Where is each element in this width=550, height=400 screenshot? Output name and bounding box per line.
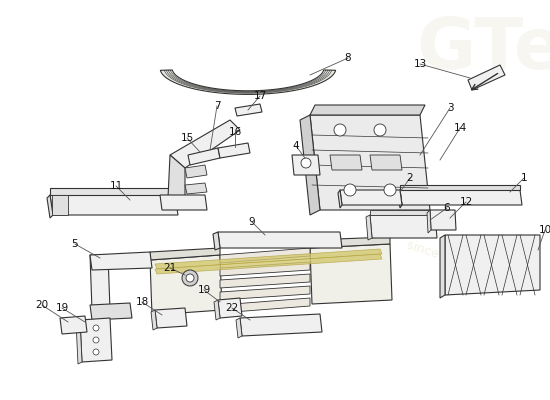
Polygon shape	[236, 318, 242, 338]
Text: since 1985: since 1985	[405, 238, 475, 272]
Text: 5: 5	[72, 239, 78, 249]
Polygon shape	[220, 248, 310, 263]
Polygon shape	[468, 65, 505, 90]
Polygon shape	[292, 155, 320, 175]
Text: 10: 10	[538, 225, 550, 235]
Polygon shape	[218, 143, 250, 158]
Polygon shape	[310, 115, 430, 210]
Polygon shape	[155, 254, 382, 274]
Polygon shape	[218, 298, 242, 318]
Polygon shape	[188, 148, 220, 165]
Circle shape	[93, 349, 99, 355]
Polygon shape	[218, 232, 342, 248]
Text: 6: 6	[444, 203, 450, 213]
Text: 13: 13	[414, 59, 427, 69]
Text: 8: 8	[345, 53, 351, 63]
Text: 4: 4	[293, 141, 299, 151]
Polygon shape	[427, 210, 431, 233]
Polygon shape	[366, 215, 372, 240]
Polygon shape	[151, 310, 157, 330]
Polygon shape	[60, 316, 87, 334]
Circle shape	[182, 270, 198, 286]
Polygon shape	[214, 300, 220, 320]
Text: 21: 21	[163, 263, 177, 273]
Text: 16: 16	[228, 127, 241, 137]
Circle shape	[301, 158, 311, 168]
Polygon shape	[445, 235, 540, 295]
Circle shape	[186, 274, 194, 282]
Polygon shape	[150, 255, 222, 315]
Polygon shape	[90, 252, 152, 270]
Polygon shape	[90, 303, 132, 320]
Polygon shape	[160, 195, 207, 210]
Polygon shape	[310, 244, 392, 304]
Polygon shape	[76, 320, 82, 364]
Text: 19: 19	[56, 303, 69, 313]
Polygon shape	[338, 190, 342, 208]
Circle shape	[93, 337, 99, 343]
Text: 18: 18	[135, 297, 149, 307]
Polygon shape	[440, 235, 445, 298]
Polygon shape	[310, 105, 425, 115]
Text: 1: 1	[521, 173, 527, 183]
Polygon shape	[430, 210, 456, 230]
Text: 17: 17	[254, 91, 267, 101]
Text: 12: 12	[459, 197, 472, 207]
Circle shape	[334, 124, 346, 136]
Polygon shape	[52, 195, 68, 215]
Polygon shape	[310, 237, 390, 248]
Polygon shape	[330, 155, 362, 170]
Text: 11: 11	[109, 181, 123, 191]
Polygon shape	[90, 255, 110, 310]
Text: 19: 19	[197, 285, 211, 295]
Polygon shape	[400, 190, 522, 205]
Polygon shape	[235, 104, 262, 116]
Circle shape	[384, 184, 396, 196]
Polygon shape	[50, 188, 175, 195]
Text: a passion for parts: a passion for parts	[362, 206, 477, 254]
Text: 9: 9	[249, 217, 255, 227]
Polygon shape	[220, 286, 310, 300]
Polygon shape	[170, 120, 240, 168]
Polygon shape	[185, 165, 207, 178]
Text: 14: 14	[453, 123, 466, 133]
Polygon shape	[150, 248, 220, 260]
Circle shape	[344, 184, 356, 196]
Polygon shape	[213, 232, 220, 250]
Polygon shape	[400, 185, 520, 190]
Polygon shape	[220, 298, 310, 313]
Polygon shape	[80, 318, 112, 362]
Polygon shape	[185, 183, 207, 194]
Text: GTe: GTe	[417, 16, 550, 84]
Polygon shape	[220, 262, 310, 276]
Text: 2: 2	[406, 173, 413, 183]
Polygon shape	[220, 274, 310, 288]
Polygon shape	[370, 215, 437, 238]
Circle shape	[374, 124, 386, 136]
Polygon shape	[370, 210, 435, 215]
Polygon shape	[161, 70, 336, 94]
Text: 3: 3	[447, 103, 453, 113]
Polygon shape	[155, 249, 382, 269]
Polygon shape	[47, 195, 53, 218]
Text: 20: 20	[35, 300, 48, 310]
Polygon shape	[300, 115, 320, 215]
Polygon shape	[340, 190, 402, 205]
Text: 7: 7	[214, 101, 221, 111]
Polygon shape	[155, 308, 187, 328]
Polygon shape	[370, 155, 402, 170]
Circle shape	[93, 325, 99, 331]
Polygon shape	[168, 155, 185, 200]
Polygon shape	[398, 190, 402, 208]
Text: 15: 15	[180, 133, 194, 143]
Polygon shape	[240, 314, 322, 336]
Text: 22: 22	[226, 303, 239, 313]
Polygon shape	[50, 195, 178, 215]
